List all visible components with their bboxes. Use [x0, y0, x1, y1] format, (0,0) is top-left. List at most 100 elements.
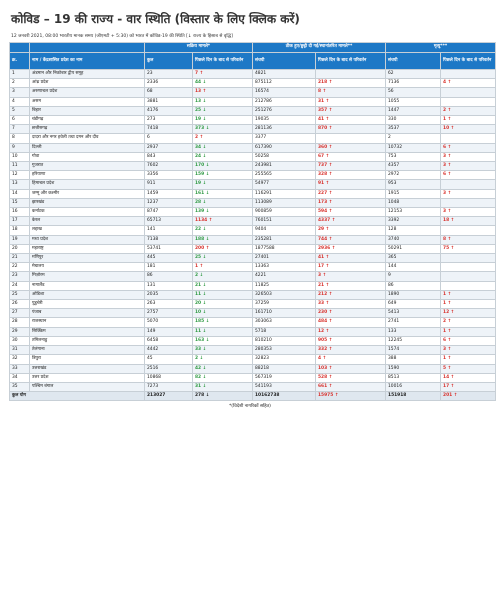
cured-change: 357 ↑ [314, 105, 387, 117]
state-name[interactable]: आंध्र प्रदेश [29, 78, 145, 89]
active-cases: 149 [144, 326, 193, 337]
state-name[interactable]: उत्तर प्रदेश [29, 372, 145, 383]
arrow-down-icon: ↓ [204, 337, 210, 343]
deaths-change: 8 ↑ [440, 234, 497, 245]
cured-change: 67 ↑ [314, 151, 387, 163]
serial-number: 24 [9, 280, 30, 291]
state-name[interactable]: तमिलनाडु [29, 335, 145, 347]
active-change: 7 ↑ [192, 68, 253, 80]
deaths: 1447 [385, 105, 442, 117]
serial-number: 18 [9, 225, 30, 236]
state-name[interactable]: महाराष्ट्र [29, 243, 145, 255]
state-name[interactable]: जम्मू और कश्मीर [29, 188, 145, 199]
state-name[interactable]: पुडुचेरी [29, 299, 145, 310]
state-name[interactable]: मणिपुर [29, 253, 145, 264]
deaths-change: 3 ↑ [440, 345, 497, 356]
serial-number: 33 [9, 363, 30, 374]
table-row: 5 बिहार 4176 25 ↓ 251276 357 ↑ 1447 2 ↑ [9, 105, 497, 117]
column-header: पिछले दिन के बाद से परिवर्तन [192, 52, 253, 70]
arrow-up-icon: ↑ [446, 301, 452, 307]
table-row: 25 ओडिशा 2035 11 ↓ 326503 212 ↑ 1890 1 ↑ [9, 289, 497, 301]
arrow-down-icon: ↓ [204, 236, 210, 242]
arrow-up-icon: ↑ [449, 126, 455, 132]
state-name[interactable]: हरियाणा [29, 170, 145, 181]
state-name[interactable]: हिमाचल प्रदेश [29, 179, 145, 190]
table-row: 35 पश्चिम बंगाल 7273 31 ↓ 541193 661 ↑ 10016 17… [9, 381, 497, 393]
arrow-up-icon: ↑ [324, 181, 330, 187]
state-name[interactable]: असम [29, 96, 145, 107]
state-name[interactable]: दिल्ली [29, 142, 145, 153]
state-name[interactable]: दादरा और नगर हवेली तथा दमन और दीव [29, 133, 145, 144]
state-name[interactable]: बिहार [29, 105, 145, 117]
state-name[interactable]: सिक्किम [29, 326, 145, 337]
arrow-down-icon: ↓ [201, 347, 207, 353]
arrow-up-icon: ↑ [453, 393, 458, 399]
table-row: 8 दादरा और नगर हवेली तथा दमन और दीव 6 2 ↑ 33… [9, 133, 497, 144]
table-row: 14 जम्मू और कश्मीर 1459 161 ↓ 116291 227 ↑ 191… [9, 188, 497, 199]
state-name[interactable]: गोवा [29, 151, 145, 163]
deaths-change [440, 133, 497, 144]
state-name[interactable]: छत्तीसगढ़ [29, 124, 145, 135]
state-name[interactable]: राजस्थान [29, 317, 145, 328]
state-name[interactable]: चंडीगढ़ [29, 115, 145, 126]
deaths-change [440, 68, 497, 80]
page-title[interactable]: कोविड – 19 की राज्य - वार स्थिति (विस्ता… [11, 12, 300, 26]
group-header-deaths: मृत्यु*** [385, 42, 497, 53]
cured-change: 594 ↑ [314, 207, 387, 218]
arrow-down-icon: ↓ [201, 144, 207, 150]
arrow-up-icon: ↑ [327, 374, 333, 380]
state-name[interactable]: कर्नाटक [29, 207, 145, 218]
arrow-up-icon: ↑ [198, 264, 204, 270]
state-name[interactable]: नागालैंड [29, 280, 145, 291]
arrow-up-icon: ↑ [446, 319, 452, 325]
table-row: 4 असम 3881 13 ↓ 212786 31 ↑ 1055 [9, 96, 497, 107]
total-deaths: 151918 [385, 391, 442, 402]
table-row: 29 सिक्किम 149 11 ↓ 5718 12 ↑ 133 1 ↑ [9, 326, 497, 337]
deaths-change: 1 ↑ [440, 354, 497, 365]
state-name[interactable]: ओडिशा [29, 289, 145, 301]
state-name[interactable]: पश्चिम बंगाल [29, 381, 145, 393]
state-name[interactable]: झारखंड [29, 197, 145, 209]
state-name[interactable]: मध्य प्रदेश [29, 234, 145, 245]
state-name[interactable]: तेलंगाना [29, 345, 145, 356]
arrow-up-icon: ↑ [204, 245, 210, 251]
active-change: 11 ↓ [192, 326, 253, 337]
state-name[interactable]: लद्दाख [29, 225, 145, 236]
cured-change: 31 ↑ [314, 96, 387, 107]
state-name[interactable]: मेघालय [29, 262, 145, 273]
serial-number: 3 [9, 87, 30, 98]
serial-number: 15 [9, 197, 30, 209]
state-name[interactable]: उत्तराखंड [29, 363, 145, 374]
active-cases: 4442 [144, 345, 193, 356]
column-header: पिछले दिन के बाद से परिवर्तन [440, 52, 497, 70]
state-name[interactable]: केरल [29, 216, 145, 227]
arrow-up-icon: ↑ [446, 209, 452, 215]
arrow-up-icon: ↑ [446, 365, 452, 371]
state-name[interactable]: पंजाब [29, 308, 145, 319]
table-row: 3 अरुणाचल प्रदेश 68 13 ↑ 16574 8 ↑ 56 [9, 87, 497, 98]
serial-number: 32 [9, 354, 30, 365]
state-name[interactable]: गुजरात [29, 161, 145, 172]
serial-number: 25 [9, 289, 30, 301]
deaths-change: 2 ↑ [440, 105, 497, 117]
active-change: 42 ↓ [192, 363, 253, 374]
cured-change: 8 ↑ [314, 87, 387, 98]
active-change: 185 ↓ [192, 317, 253, 328]
state-name[interactable]: मिज़ोरम [29, 271, 145, 282]
total-cured-change: 15975 ↑ [314, 391, 387, 402]
active-cases: 68 [144, 87, 193, 98]
arrow-up-icon: ↑ [449, 383, 455, 389]
column-header: संचयी [252, 52, 316, 70]
active-change: 19 ↓ [192, 179, 253, 190]
arrow-up-icon: ↑ [446, 190, 452, 196]
state-name[interactable]: अंडमान और निकोबार द्वीप समूह [29, 68, 145, 80]
state-name[interactable]: त्रिपुरा [29, 354, 145, 365]
active-cases: 86 [144, 271, 193, 282]
active-cases: 263 [144, 299, 193, 310]
active-change: 163 ↓ [192, 335, 253, 347]
active-cases: 1237 [144, 197, 193, 209]
cured-change: 737 ↑ [314, 161, 387, 172]
cured-cases: 9404 [252, 225, 316, 236]
arrow-up-icon: ↑ [446, 153, 452, 159]
state-name[interactable]: अरुणाचल प्रदेश [29, 87, 145, 98]
